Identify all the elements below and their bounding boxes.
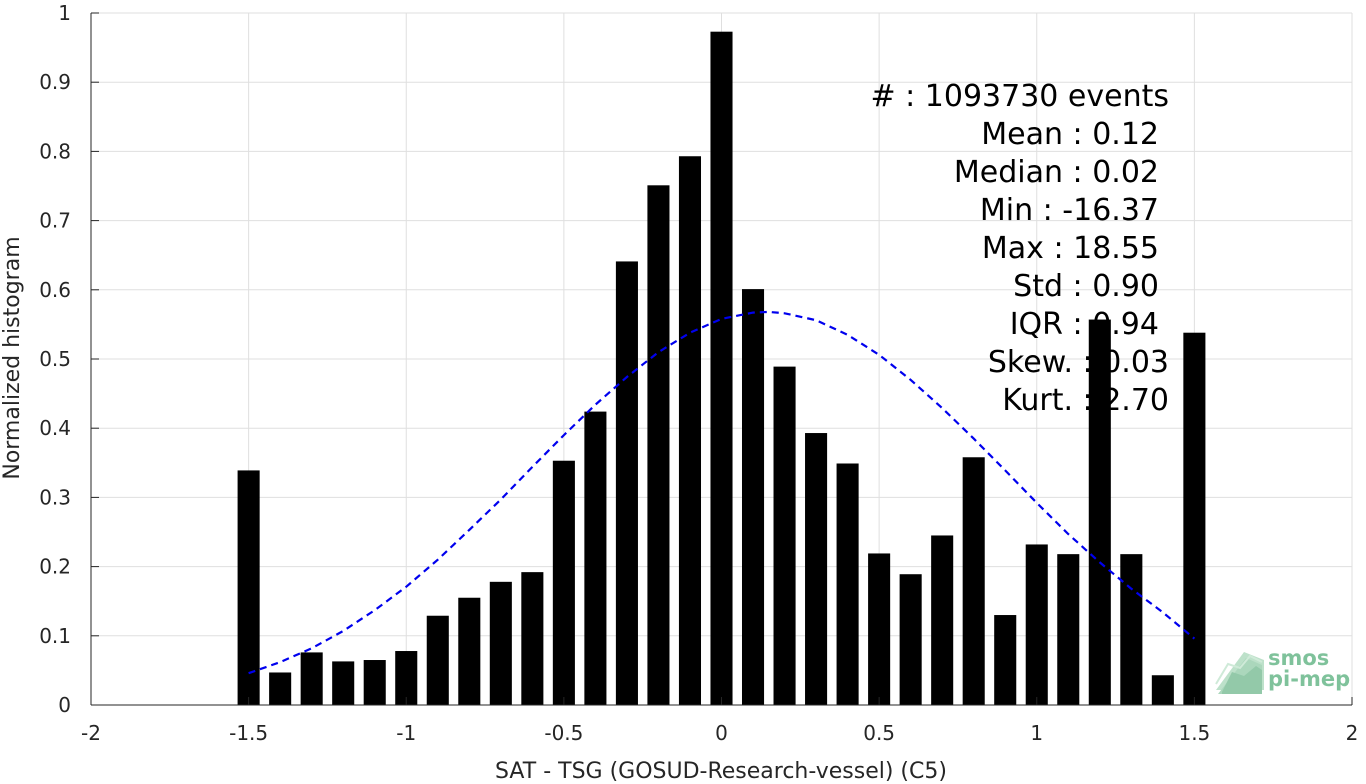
y-axis-label: Normalized histogram (0, 236, 25, 479)
histogram-bar (615, 261, 638, 705)
y-tick-label: 0.4 (39, 416, 71, 440)
histogram-bar (269, 672, 292, 705)
y-tick-label: 1 (58, 1, 71, 25)
y-tick-label: 0.8 (39, 139, 71, 163)
x-tick-label: 1.5 (1178, 721, 1210, 745)
x-axis-label: SAT - TSG (GOSUD-Research-vessel) (C5) (495, 759, 947, 784)
y-tick-label: 0.1 (39, 624, 71, 648)
histogram-bar (1057, 554, 1080, 705)
y-tick-label: 0.5 (39, 347, 71, 371)
stat-line: Max : 18.55 (982, 231, 1159, 266)
histogram-bar (994, 615, 1017, 705)
stat-line: # : 1093730 events (870, 79, 1169, 114)
histogram-bar (899, 574, 922, 705)
gaussian-fit (248, 310, 1196, 675)
smos-pimep-logo: smos pi-mep (1215, 646, 1350, 694)
histogram-bar (426, 615, 449, 705)
y-tick-label: 0.9 (39, 70, 71, 94)
histogram-bar (332, 661, 355, 705)
stat-line: Min : -16.37 (980, 193, 1159, 228)
histogram-bar (489, 581, 512, 705)
histogram-bar (962, 457, 985, 705)
histogram-bar (868, 553, 891, 705)
histogram-bar (836, 463, 859, 705)
stat-line: Median : 0.02 (954, 155, 1159, 190)
gaussian-fit-curve (248, 310, 1196, 675)
histogram-bar (805, 433, 828, 705)
histogram-bar (395, 651, 418, 705)
y-tick-label: 0.2 (39, 555, 71, 579)
x-tick-label: -0.5 (544, 721, 583, 745)
axes (90, 12, 1353, 706)
histogram-bar (931, 535, 954, 705)
histogram-bar (584, 411, 607, 705)
histogram-bar (741, 289, 765, 705)
histogram-bar (237, 470, 260, 705)
histogram-bar (773, 366, 796, 705)
x-tick-label: -1 (396, 721, 416, 745)
histogram-bar (458, 597, 481, 705)
stat-line: Mean : 0.12 (981, 117, 1159, 152)
logo-line1: smos (1268, 646, 1329, 670)
x-tick-label: 0.5 (863, 721, 895, 745)
histogram-bar (1120, 554, 1143, 705)
tick-labels: -2 -1.5 -1 -0.5 0 0.5 1 1.5 2 0 0.1 0.2 0.3 0.4 0.5 0.6… (39, 1, 1358, 745)
x-tick-label: 0 (715, 721, 728, 745)
histogram-bar (521, 572, 544, 705)
logo-line2: pi-mep (1268, 667, 1350, 691)
y-tick-label: 0.3 (39, 485, 71, 509)
stat-line: Kurt. : 2.70 (1002, 383, 1169, 418)
x-tick-label: -1.5 (229, 721, 268, 745)
stat-line: IQR : 0.94 (1010, 307, 1159, 342)
y-tick-label: 0.6 (39, 278, 71, 302)
histogram-bar (1151, 675, 1174, 705)
histogram-bar (710, 31, 733, 705)
y-tick-label: 0.7 (39, 209, 71, 233)
x-tick-label: 2 (1346, 721, 1359, 745)
histogram-bar (552, 460, 575, 705)
logo-waves-icon (1215, 652, 1264, 694)
histogram-bar (1025, 544, 1048, 705)
histogram-bar (1088, 319, 1111, 705)
histogram-bar (1183, 332, 1206, 705)
histogram-bar (300, 652, 323, 705)
y-tick-label: 0 (58, 693, 71, 717)
x-tick-label: 1 (1030, 721, 1043, 745)
stat-line: Skew. : 0.03 (988, 345, 1169, 380)
histogram-bar (363, 660, 386, 705)
stat-line: Std : 0.90 (1013, 269, 1159, 304)
x-tick-label: -2 (81, 721, 101, 745)
histogram-bar (678, 156, 702, 705)
histogram-bar (647, 185, 670, 706)
